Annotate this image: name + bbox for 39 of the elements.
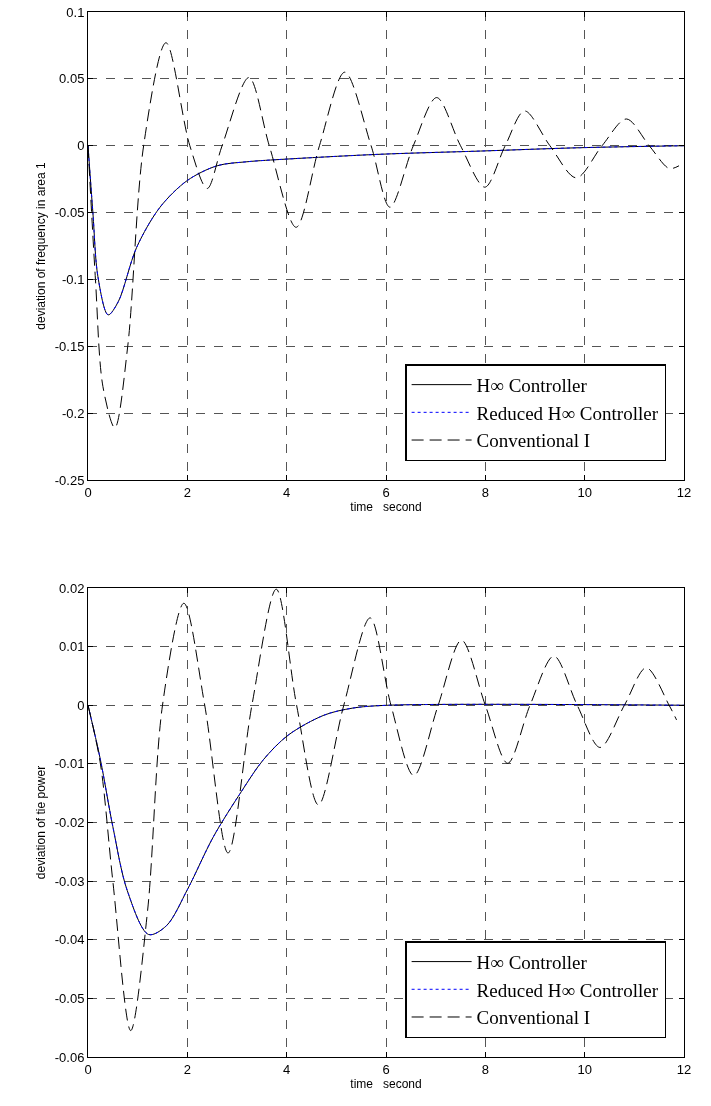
x-tick-label: 2 bbox=[183, 484, 191, 500]
x-tick-label: 10 bbox=[577, 1061, 592, 1077]
x-tick-label: 6 bbox=[382, 484, 390, 500]
y-tick-label: 0.05 bbox=[59, 71, 85, 87]
y-tick-label: -0.04 bbox=[54, 932, 85, 948]
y-axis-title: deviation of frequency in area 1 bbox=[34, 161, 49, 330]
y-tick-label: 0 bbox=[77, 138, 85, 154]
legend-label: Reduced H∞ Controller bbox=[476, 979, 659, 1001]
x-tick-label: 12 bbox=[676, 484, 692, 500]
y-tick-label: -0.25 bbox=[54, 472, 85, 488]
y-tick-label: 0.1 bbox=[66, 4, 85, 20]
y-tick-label: 0.01 bbox=[59, 639, 85, 655]
x-tick-label: 6 bbox=[382, 1061, 390, 1077]
legend-label: Conventional I bbox=[476, 1007, 591, 1029]
y-tick-label: -0.2 bbox=[61, 405, 85, 421]
x-tick-label: 8 bbox=[481, 484, 489, 500]
x-tick-label: 12 bbox=[676, 1061, 692, 1077]
x-tick-label: 10 bbox=[577, 484, 592, 500]
x-axis-title: time second bbox=[350, 1077, 422, 1092]
y-tick-label: -0.03 bbox=[54, 873, 85, 889]
y-tick-label: 0.02 bbox=[59, 580, 85, 596]
y-axis-title: deviation of tie power bbox=[34, 765, 49, 880]
legend-label: H∞ Controller bbox=[476, 952, 588, 973]
y-tick-label: -0.06 bbox=[54, 1049, 85, 1065]
x-axis-title: time second bbox=[350, 500, 422, 515]
y-tick-label: -0.15 bbox=[54, 338, 85, 354]
y-tick-label: -0.1 bbox=[61, 271, 85, 287]
y-tick-label: -0.05 bbox=[54, 205, 85, 221]
y-tick-label: -0.02 bbox=[54, 815, 85, 831]
x-tick-label: 2 bbox=[183, 1061, 191, 1077]
legend-label: Reduced H∞ Controller bbox=[476, 402, 659, 424]
y-tick-label: -0.05 bbox=[54, 990, 85, 1006]
x-tick-label: 4 bbox=[283, 1061, 291, 1077]
legend-label: Conventional I bbox=[476, 430, 591, 452]
x-tick-label: 8 bbox=[481, 1061, 489, 1077]
legend-label: H∞ Controller bbox=[476, 375, 588, 397]
y-tick-label: -0.01 bbox=[54, 756, 85, 772]
x-tick-label: 4 bbox=[283, 484, 291, 500]
y-tick-label: 0 bbox=[77, 697, 85, 713]
